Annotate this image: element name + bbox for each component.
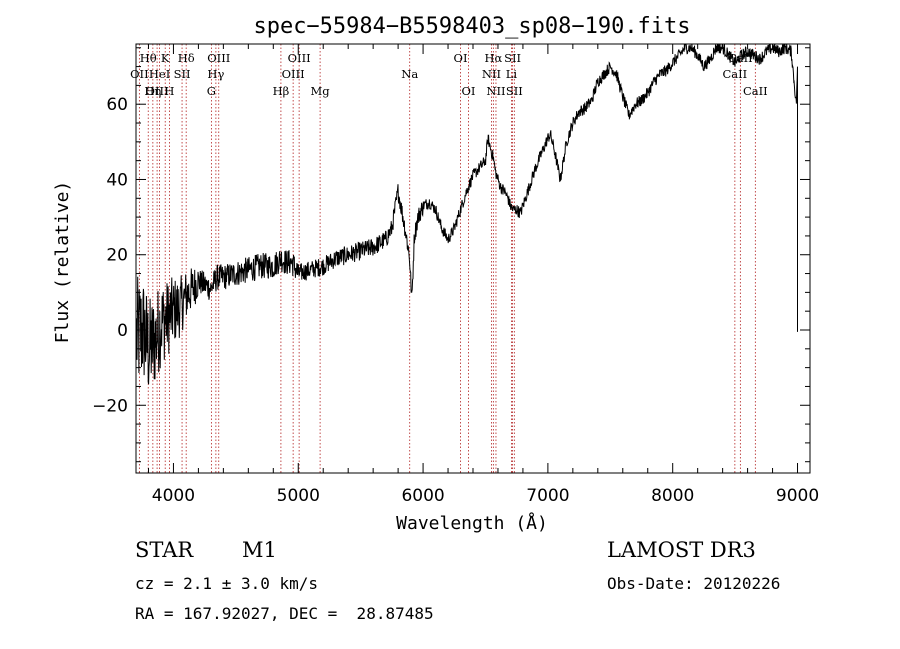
x-tick-label-0: 4000 bbox=[152, 486, 195, 506]
line-label-6: H bbox=[164, 84, 174, 98]
observation-date: Obs-Date: 20120226 bbox=[607, 574, 781, 593]
spectrum-chart: spec−55984−B5598403_sp08−190.fits 4000 50… bbox=[52, 14, 819, 534]
y-tick-label-0: −20 bbox=[92, 396, 128, 416]
survey-name: LAMOST DR3 bbox=[607, 538, 756, 562]
line-label-15: Mg bbox=[311, 84, 331, 98]
line-label-13: OIII bbox=[288, 51, 311, 65]
line-label-4: K bbox=[161, 51, 170, 65]
chart-title: spec−55984−B5598403_sp08−190.fits bbox=[253, 14, 690, 39]
line-label-22: SII bbox=[504, 51, 521, 65]
object-subclass: M1 bbox=[242, 538, 277, 562]
x-axis-label: Wavelength (Å) bbox=[396, 512, 548, 534]
line-label-7: Hδ bbox=[178, 51, 195, 65]
line-label-16: Na bbox=[401, 67, 418, 81]
y-axis-label: Flux (relative) bbox=[52, 181, 73, 344]
line-label-17: OI bbox=[454, 51, 468, 65]
line-label-2: OIII bbox=[146, 84, 169, 98]
x-tick-label-1: 5000 bbox=[277, 486, 320, 506]
y-tick-label-4: 60 bbox=[106, 95, 128, 115]
line-label-11: G bbox=[207, 84, 216, 98]
line-label-8: SII bbox=[174, 67, 191, 81]
redshift-cz: cz = 2.1 ± 3.0 km/s bbox=[135, 574, 319, 593]
line-label-24: SII bbox=[506, 84, 523, 98]
line-label-25: CaII bbox=[728, 51, 753, 65]
object-class: STAR bbox=[135, 538, 194, 562]
x-tick-label-4: 8000 bbox=[651, 486, 694, 506]
line-label-23: Li bbox=[506, 67, 518, 81]
plot-frame bbox=[135, 43, 811, 474]
y-tick-label-2: 20 bbox=[106, 246, 128, 266]
line-label-21: NII bbox=[486, 84, 505, 98]
line-label-10: Hγ bbox=[207, 67, 224, 81]
line-label-20: NII bbox=[482, 67, 501, 81]
x-tick-label-2: 6000 bbox=[401, 486, 444, 506]
line-label-0: Hθ bbox=[140, 51, 157, 65]
x-tick-label-3: 7000 bbox=[526, 486, 569, 506]
line-label-12: Hβ bbox=[273, 84, 290, 98]
line-label-27: CaII bbox=[743, 84, 768, 98]
x-axis: 4000 5000 6000 7000 8000 9000 bbox=[147, 44, 819, 506]
line-label-9: OIII bbox=[207, 51, 230, 65]
line-label-1: OII bbox=[130, 67, 149, 81]
line-label-14: OIII bbox=[282, 67, 305, 81]
line-label-26: CaII bbox=[722, 67, 747, 81]
y-axis: −20 0 20 40 60 bbox=[92, 47, 810, 463]
spectrum-series bbox=[136, 44, 798, 385]
x-tick-label-5: 9000 bbox=[776, 486, 819, 506]
spectrum-line bbox=[136, 44, 798, 385]
line-label-5: HeI bbox=[149, 67, 170, 81]
y-tick-label-3: 40 bbox=[106, 170, 128, 190]
spectral-line-markers bbox=[138, 44, 756, 473]
line-label-3: Hη bbox=[144, 84, 161, 98]
line-label-18: OI bbox=[462, 84, 476, 98]
line-label-19: Hα bbox=[484, 51, 502, 65]
ra-dec: RA = 167.92027, DEC = 28.87485 bbox=[135, 604, 434, 623]
y-tick-label-1: 0 bbox=[117, 321, 128, 341]
